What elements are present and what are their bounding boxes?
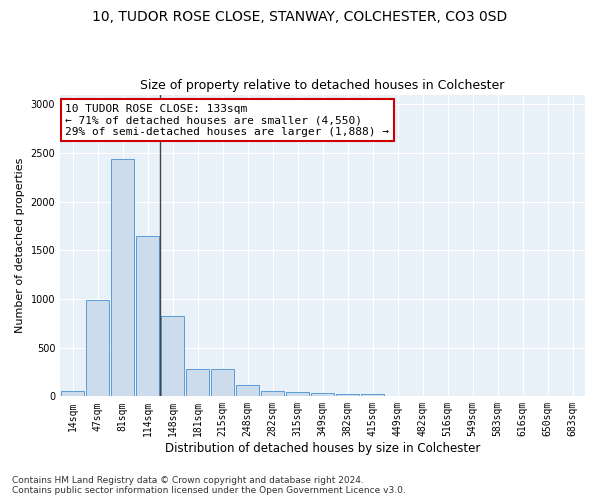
Bar — [112, 159, 134, 396]
Bar — [161, 316, 184, 396]
Bar — [236, 384, 259, 396]
Text: Contains HM Land Registry data © Crown copyright and database right 2024.
Contai: Contains HM Land Registry data © Crown c… — [12, 476, 406, 495]
Bar — [187, 368, 209, 396]
Bar — [311, 393, 334, 396]
Bar — [361, 394, 384, 396]
Text: 10, TUDOR ROSE CLOSE, STANWAY, COLCHESTER, CO3 0SD: 10, TUDOR ROSE CLOSE, STANWAY, COLCHESTE… — [92, 10, 508, 24]
Bar — [86, 300, 109, 396]
Text: 10 TUDOR ROSE CLOSE: 133sqm
← 71% of detached houses are smaller (4,550)
29% of : 10 TUDOR ROSE CLOSE: 133sqm ← 71% of det… — [65, 104, 389, 137]
Bar — [61, 391, 84, 396]
Bar — [211, 369, 234, 396]
Y-axis label: Number of detached properties: Number of detached properties — [15, 158, 25, 333]
X-axis label: Distribution of detached houses by size in Colchester: Distribution of detached houses by size … — [165, 442, 480, 455]
Bar — [262, 392, 284, 396]
Bar — [136, 236, 159, 396]
Bar — [286, 392, 309, 396]
Title: Size of property relative to detached houses in Colchester: Size of property relative to detached ho… — [140, 79, 505, 92]
Bar — [337, 394, 359, 396]
